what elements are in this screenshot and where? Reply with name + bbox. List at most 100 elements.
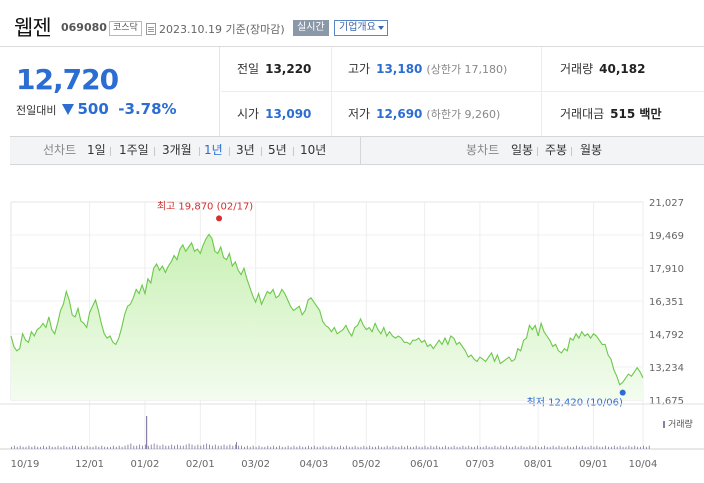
realtime-button[interactable]: 실시간 (293, 20, 329, 36)
volume-bar (174, 445, 175, 449)
separator (537, 147, 538, 156)
volume-bar (500, 445, 502, 449)
quote-low: 저가 12,690 (하한가 9,260) (331, 92, 500, 137)
company-overview-dropdown[interactable]: 기업개요 (334, 20, 388, 36)
low-marker (619, 389, 626, 396)
volume-bar (146, 416, 148, 449)
volume-bar (159, 445, 161, 449)
volume-bar (535, 445, 537, 449)
volume-bar (558, 445, 560, 449)
period-1w[interactable]: 1주일 (119, 143, 149, 157)
quote-open: 시가 13,090 (237, 92, 311, 137)
volume-bar (578, 446, 580, 449)
volume-bar (348, 446, 350, 449)
volume-bar (130, 443, 132, 449)
volume-bar (450, 446, 452, 449)
separator (154, 147, 155, 156)
volume-bar (453, 445, 455, 449)
quote-value: 13,180 (376, 62, 423, 76)
quote-value: 13,220 (265, 62, 312, 76)
volume-bar (168, 445, 170, 449)
base-date: 2023.10.19 기준(장마감) (159, 23, 285, 36)
quote-value: 13,090 (265, 107, 312, 121)
volume-bar (121, 446, 123, 449)
period-3y[interactable]: 3년 (236, 143, 255, 157)
volume-bar (40, 446, 42, 449)
volume-bar (296, 446, 298, 449)
period-1d[interactable]: 1일 (87, 143, 106, 157)
volume-bar (628, 445, 630, 449)
separator (229, 147, 230, 156)
volume-bar (293, 445, 295, 449)
high-marker (216, 215, 223, 222)
volume-bar (243, 446, 245, 449)
candle-weekly[interactable]: 주봉 (545, 143, 568, 157)
volume-bar (299, 445, 301, 449)
volume-bar (392, 445, 394, 449)
volume-bar (421, 446, 423, 449)
volume-bar (77, 446, 79, 449)
y-tick-label: 17,910 (649, 264, 684, 275)
volume-bar (51, 446, 53, 449)
period-3m[interactable]: 3개월 (162, 143, 192, 157)
volume-bar (564, 446, 566, 449)
volume-bar (343, 446, 344, 449)
volume-bar (147, 445, 149, 449)
volume-bar (80, 445, 82, 449)
volume-bar (319, 446, 321, 449)
volume-bar (258, 445, 260, 449)
volume-bar (11, 446, 12, 449)
volume-bar (561, 446, 563, 449)
current-price: 12,720 (16, 63, 119, 96)
period-1y[interactable]: 1년 (204, 143, 223, 157)
volume-bar (488, 446, 490, 449)
y-tick-label: 21,027 (649, 198, 684, 209)
candle-daily[interactable]: 일봉 (511, 143, 534, 157)
volume-bar (276, 446, 277, 449)
volume-bar (112, 445, 114, 449)
volume-bar (185, 444, 187, 449)
volume-bar (549, 446, 551, 449)
separator (261, 147, 262, 156)
volume-bar (491, 446, 493, 449)
quote-row: 시가 13,090 저가 12,690 (하한가 9,260) 거래대금 515 백만 (221, 92, 704, 137)
volume-bar (345, 445, 347, 449)
price-chart[interactable]: 21,027 19,469 17,910 16,351 14,792 13,234 11,6… (0, 166, 704, 483)
line-chart-label: 선차트 (43, 143, 77, 157)
volume-legend-swatch (663, 421, 665, 428)
quote-row: 전일 13,220 고가 13,180 (상한가 17,180) 거래량 40,182 (221, 47, 704, 92)
separator (293, 147, 294, 156)
volume-bar (366, 446, 368, 449)
quote-high: 고가 13,180 (상한가 17,180) (331, 47, 507, 92)
y-tick-label: 13,234 (649, 363, 684, 374)
volume-bar (316, 446, 318, 449)
volume-bar (69, 446, 71, 449)
candle-monthly[interactable]: 월봉 (580, 143, 603, 157)
volume-bar (107, 446, 109, 449)
volume-bar (284, 446, 286, 449)
volume-bar (567, 445, 569, 449)
period-10y[interactable]: 10년 (300, 143, 327, 157)
quote-label: 거래량 (560, 62, 594, 76)
volume-bar (325, 446, 327, 449)
separator (571, 147, 572, 156)
volume-bar (506, 445, 508, 449)
volume-bar (252, 445, 254, 449)
volume-bar (223, 444, 225, 449)
volume-bar (616, 446, 618, 449)
volume-bar (214, 444, 216, 449)
volume-bar (517, 446, 519, 449)
volume-bar (60, 446, 62, 449)
volume-bar (34, 445, 36, 449)
volume-bar (529, 445, 531, 449)
volume-bar (418, 446, 420, 449)
volume-bar (28, 445, 30, 449)
volume-bar (354, 445, 356, 449)
y-tick-label: 11,675 (649, 396, 684, 407)
volume-bar (43, 445, 44, 449)
period-5y[interactable]: 5년 (268, 143, 287, 157)
change-label: 전일대비 (16, 104, 57, 117)
volume-bar (599, 446, 601, 449)
volume-bar (63, 445, 65, 449)
volume-bar (89, 446, 91, 449)
